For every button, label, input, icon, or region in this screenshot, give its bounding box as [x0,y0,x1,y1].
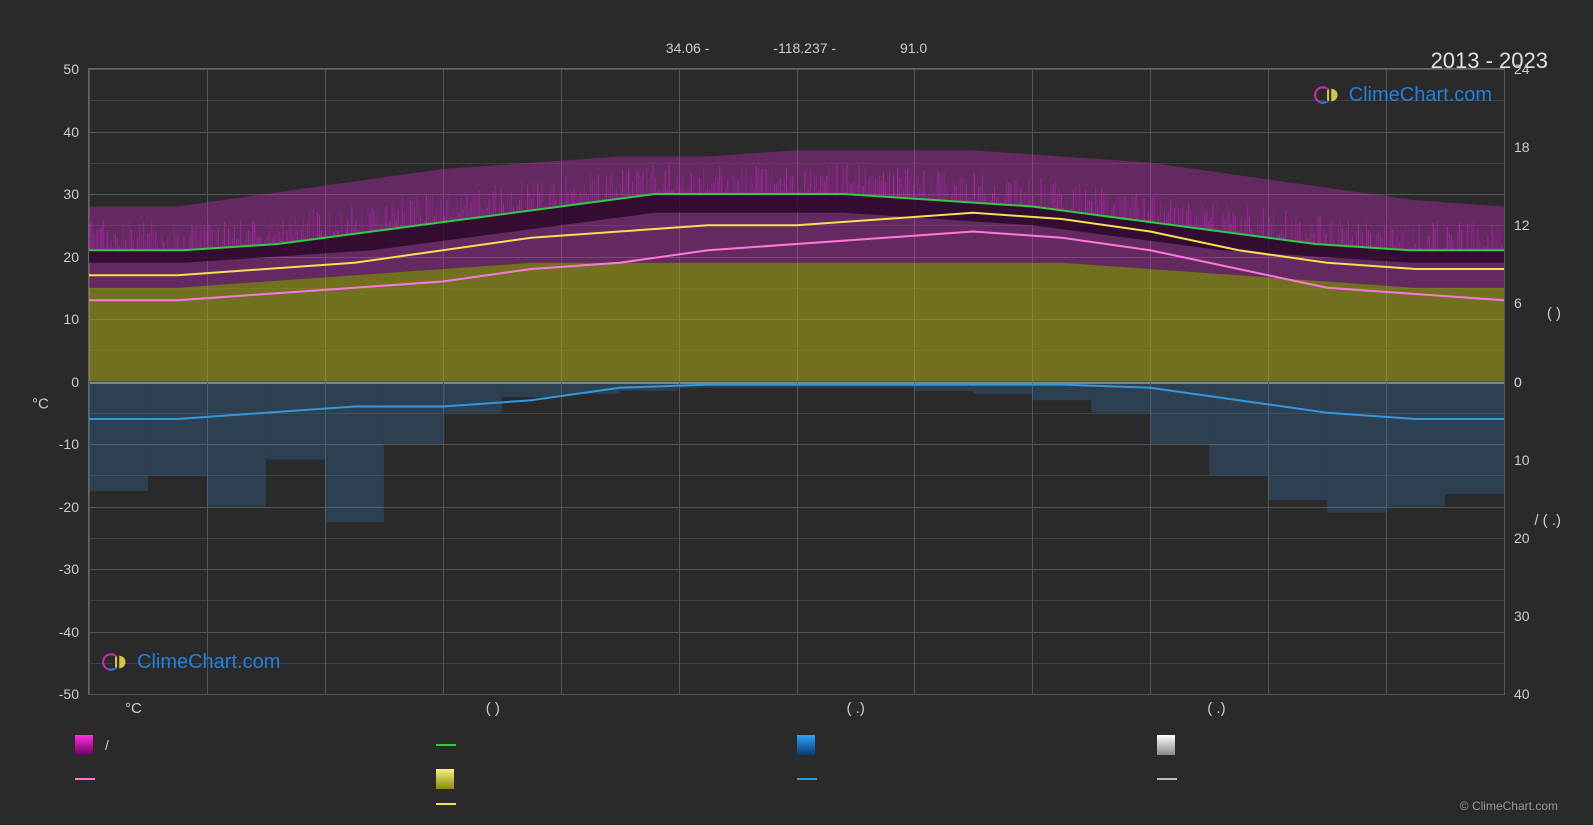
legend-item: / [75,735,436,755]
precip-bar [502,382,561,398]
precip-bar [89,382,148,491]
y-tick-right-top: 6 [1504,295,1522,311]
precip-bar [973,382,1032,395]
legend-swatch [1157,735,1175,755]
legend-label: / [105,737,109,753]
y-tick-left: 10 [63,311,89,327]
watermark-text: ClimeChart.com [1349,84,1492,107]
y-tick-left: -40 [59,624,89,640]
y-tick-left: -30 [59,561,89,577]
legend-header: ( .) [797,700,1158,717]
y-axis-right-label-bottom: / ( .) [1534,512,1561,529]
y-tick-left: 20 [63,249,89,265]
legend-swatch [75,778,95,780]
legend-item [75,803,436,805]
y-tick-left: -10 [59,436,89,452]
y-tick-right-top: 12 [1504,217,1530,233]
y-tick-left: 0 [71,374,89,390]
watermark-text: ClimeChart.com [137,651,280,674]
watermark: ClimeChart.com [101,648,280,676]
lon-value: -118.237 - [773,40,836,56]
legend-swatch [75,735,93,755]
chart-svg [89,69,1504,694]
y-tick-right-top: 18 [1504,139,1530,155]
legend-item [797,803,1158,805]
precip-bar [266,382,325,460]
logo-icon [101,648,129,676]
precip-bar [914,382,973,391]
legend-item [1157,735,1518,755]
legend-item [436,803,797,805]
legend-header: °C [75,700,436,717]
legend-header: ( .) [1157,700,1518,717]
precip-bar [148,382,207,476]
plot-area: 50403020100-10-20-30-40-5024181260010203… [88,68,1505,695]
y-tick-right-top: 24 [1504,61,1530,77]
header-coords: 34.06 - -118.237 - 91.0 [0,40,1593,56]
legend-item [436,769,797,789]
legend-swatch [436,769,454,789]
legend-item [797,769,1158,789]
watermark: ClimeChart.com [1313,81,1492,109]
precip-bar [1268,382,1327,501]
y-tick-left: 50 [63,61,89,77]
y-tick-left: 30 [63,186,89,202]
legend-swatch [1157,778,1177,780]
y-tick-left: 40 [63,124,89,140]
precip-bar [1150,382,1209,445]
legend-swatch [436,744,456,746]
precip-bar [1386,382,1445,507]
precip-bar [207,382,266,507]
legend-swatch [436,803,456,805]
elev-value: 91.0 [900,40,927,56]
lat-value: 34.06 - [666,40,710,56]
precip-bar [443,382,502,413]
y-tick-right-bottom: 30 [1504,608,1530,624]
copyright: © ClimeChart.com [1460,799,1558,813]
y-tick-left: -20 [59,499,89,515]
precip-bar [384,382,443,445]
legend-item [436,735,797,755]
grid-v [1504,69,1505,694]
logo-icon [1313,81,1341,109]
legend-swatch [797,778,817,780]
grid-h [89,694,1504,695]
legend-header: ( ) [436,700,797,717]
legend-item [1157,769,1518,789]
legend-item [797,735,1158,755]
y-axis-left-label: °C [32,396,49,413]
y-tick-right-bottom: 20 [1504,530,1530,546]
precip-bar [1209,382,1268,476]
y-tick-right-bottom: 10 [1504,452,1530,468]
legend-item [75,769,436,789]
y-axis-right-label-top: ( ) [1547,305,1561,322]
precip-bar [1327,382,1386,513]
y-tick-right-bottom: 0 [1504,374,1522,390]
legend-swatch [797,735,815,755]
precip-bar [325,382,384,523]
legend: °C( )( .)( .)/ [75,700,1518,805]
precip-bar [1445,382,1504,495]
